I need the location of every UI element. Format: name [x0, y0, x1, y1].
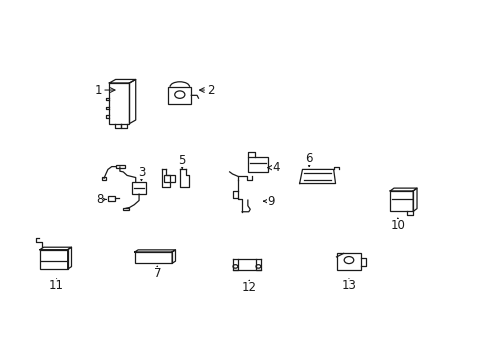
Text: 1: 1 [94, 84, 115, 96]
Bar [336, 253, 361, 270]
Bar [102, 177, 106, 180]
Text: 5: 5 [178, 154, 185, 168]
Bar [40, 250, 67, 269]
Bar [135, 252, 172, 263]
Bar [168, 87, 191, 104]
Bar [109, 83, 129, 123]
Bar [132, 182, 146, 194]
Text: 9: 9 [263, 195, 274, 208]
Bar [163, 175, 174, 182]
Text: 10: 10 [389, 218, 405, 232]
Text: 3: 3 [138, 166, 145, 181]
Bar [389, 191, 412, 211]
Bar [248, 157, 267, 171]
Text: 7: 7 [153, 266, 161, 280]
Text: 4: 4 [267, 161, 279, 174]
Bar [108, 195, 114, 201]
Bar [116, 165, 124, 168]
Text: 12: 12 [241, 280, 256, 294]
Bar [123, 207, 129, 210]
Text: 6: 6 [305, 152, 312, 166]
Text: 2: 2 [199, 84, 214, 96]
Text: 11: 11 [49, 279, 64, 292]
Text: 13: 13 [341, 279, 356, 292]
Text: 8: 8 [96, 193, 106, 206]
